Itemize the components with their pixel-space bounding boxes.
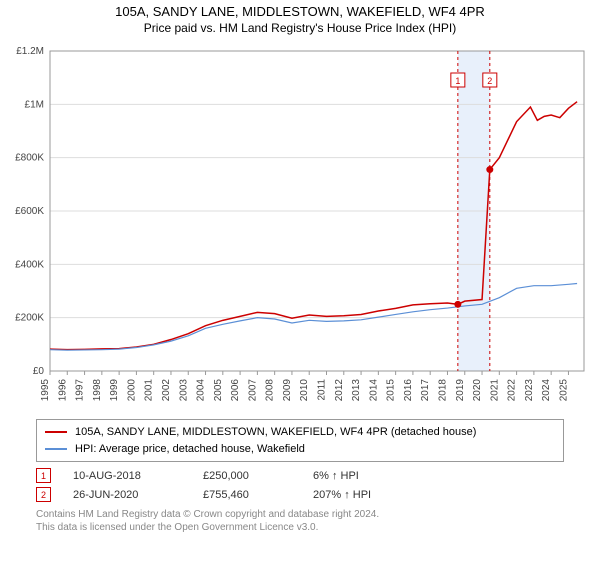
annotation-price-1: £250,000 (203, 470, 313, 482)
svg-text:2020: 2020 (472, 379, 483, 402)
svg-text:2: 2 (487, 76, 492, 86)
svg-text:2021: 2021 (489, 379, 500, 402)
svg-text:2003: 2003 (178, 379, 189, 402)
annotation-table: 1 10-AUG-2018 £250,000 6% ↑ HPI 2 26-JUN… (36, 468, 564, 502)
annotation-row-1: 1 10-AUG-2018 £250,000 6% ↑ HPI (36, 468, 564, 483)
footer-line-2: This data is licensed under the Open Gov… (36, 521, 564, 534)
legend-item-hpi: HPI: Average price, detached house, Wake… (45, 441, 555, 458)
svg-text:2019: 2019 (455, 379, 466, 402)
svg-text:£600K: £600K (15, 206, 44, 217)
svg-text:2015: 2015 (386, 379, 397, 402)
svg-text:£400K: £400K (15, 259, 44, 270)
chart-subtitle: Price paid vs. HM Land Registry's House … (0, 21, 600, 35)
svg-text:£0: £0 (33, 366, 45, 377)
svg-text:2001: 2001 (144, 379, 155, 402)
svg-text:1998: 1998 (92, 379, 103, 402)
svg-text:2002: 2002 (161, 379, 172, 402)
svg-text:2018: 2018 (437, 379, 448, 402)
svg-text:2014: 2014 (368, 379, 379, 402)
annotation-date-2: 26-JUN-2020 (73, 489, 203, 501)
svg-text:£800K: £800K (15, 153, 44, 164)
legend-label-property: 105A, SANDY LANE, MIDDLESTOWN, WAKEFIELD… (75, 424, 476, 441)
svg-text:1996: 1996 (57, 379, 68, 402)
svg-text:£200K: £200K (15, 313, 44, 324)
svg-text:2022: 2022 (507, 379, 518, 402)
svg-text:2000: 2000 (126, 379, 137, 402)
svg-text:2025: 2025 (558, 379, 569, 402)
svg-text:2013: 2013 (351, 379, 362, 402)
footer-line-1: Contains HM Land Registry data © Crown c… (36, 508, 564, 521)
svg-text:1: 1 (455, 76, 460, 86)
legend-swatch-property (45, 431, 67, 433)
legend-label-hpi: HPI: Average price, detached house, Wake… (75, 441, 305, 458)
chart-title: 105A, SANDY LANE, MIDDLESTOWN, WAKEFIELD… (0, 4, 600, 19)
annotation-price-2: £755,460 (203, 489, 313, 501)
legend-swatch-hpi (45, 448, 67, 450)
svg-text:2023: 2023 (524, 379, 535, 402)
svg-text:2006: 2006 (230, 379, 241, 402)
svg-text:2010: 2010 (299, 379, 310, 402)
svg-text:£1.2M: £1.2M (16, 46, 44, 57)
svg-text:1999: 1999 (109, 379, 120, 402)
annotation-delta-2: 207% ↑ HPI (313, 489, 371, 501)
svg-text:2009: 2009 (282, 379, 293, 402)
svg-text:1997: 1997 (75, 379, 86, 402)
svg-text:2007: 2007 (247, 379, 258, 402)
svg-text:2004: 2004 (196, 379, 207, 402)
svg-text:2017: 2017 (420, 379, 431, 402)
annotation-marker-2: 2 (36, 487, 51, 502)
annotation-delta-1: 6% ↑ HPI (313, 470, 359, 482)
legend-item-property: 105A, SANDY LANE, MIDDLESTOWN, WAKEFIELD… (45, 424, 555, 441)
legend-box: 105A, SANDY LANE, MIDDLESTOWN, WAKEFIELD… (36, 419, 564, 462)
svg-text:2016: 2016 (403, 379, 414, 402)
annotation-marker-1: 1 (36, 468, 51, 483)
svg-text:2024: 2024 (541, 379, 552, 402)
svg-text:2012: 2012 (334, 379, 345, 402)
annotation-date-1: 10-AUG-2018 (73, 470, 203, 482)
svg-text:2005: 2005 (213, 379, 224, 402)
chart-area: £0 £200K £400K £600K £800K £1M £1.2M 1995 1996 19… (0, 41, 600, 411)
svg-text:£1M: £1M (25, 99, 44, 110)
page-container: 105A, SANDY LANE, MIDDLESTOWN, WAKEFIELD… (0, 4, 600, 564)
svg-text:2011: 2011 (317, 379, 328, 401)
annotation-row-2: 2 26-JUN-2020 £755,460 207% ↑ HPI (36, 487, 564, 502)
footer-note: Contains HM Land Registry data © Crown c… (36, 508, 564, 534)
svg-text:1995: 1995 (40, 379, 51, 402)
line-chart: £0 £200K £400K £600K £800K £1M £1.2M 1995 1996 19… (0, 41, 600, 411)
svg-text:2008: 2008 (265, 379, 276, 402)
